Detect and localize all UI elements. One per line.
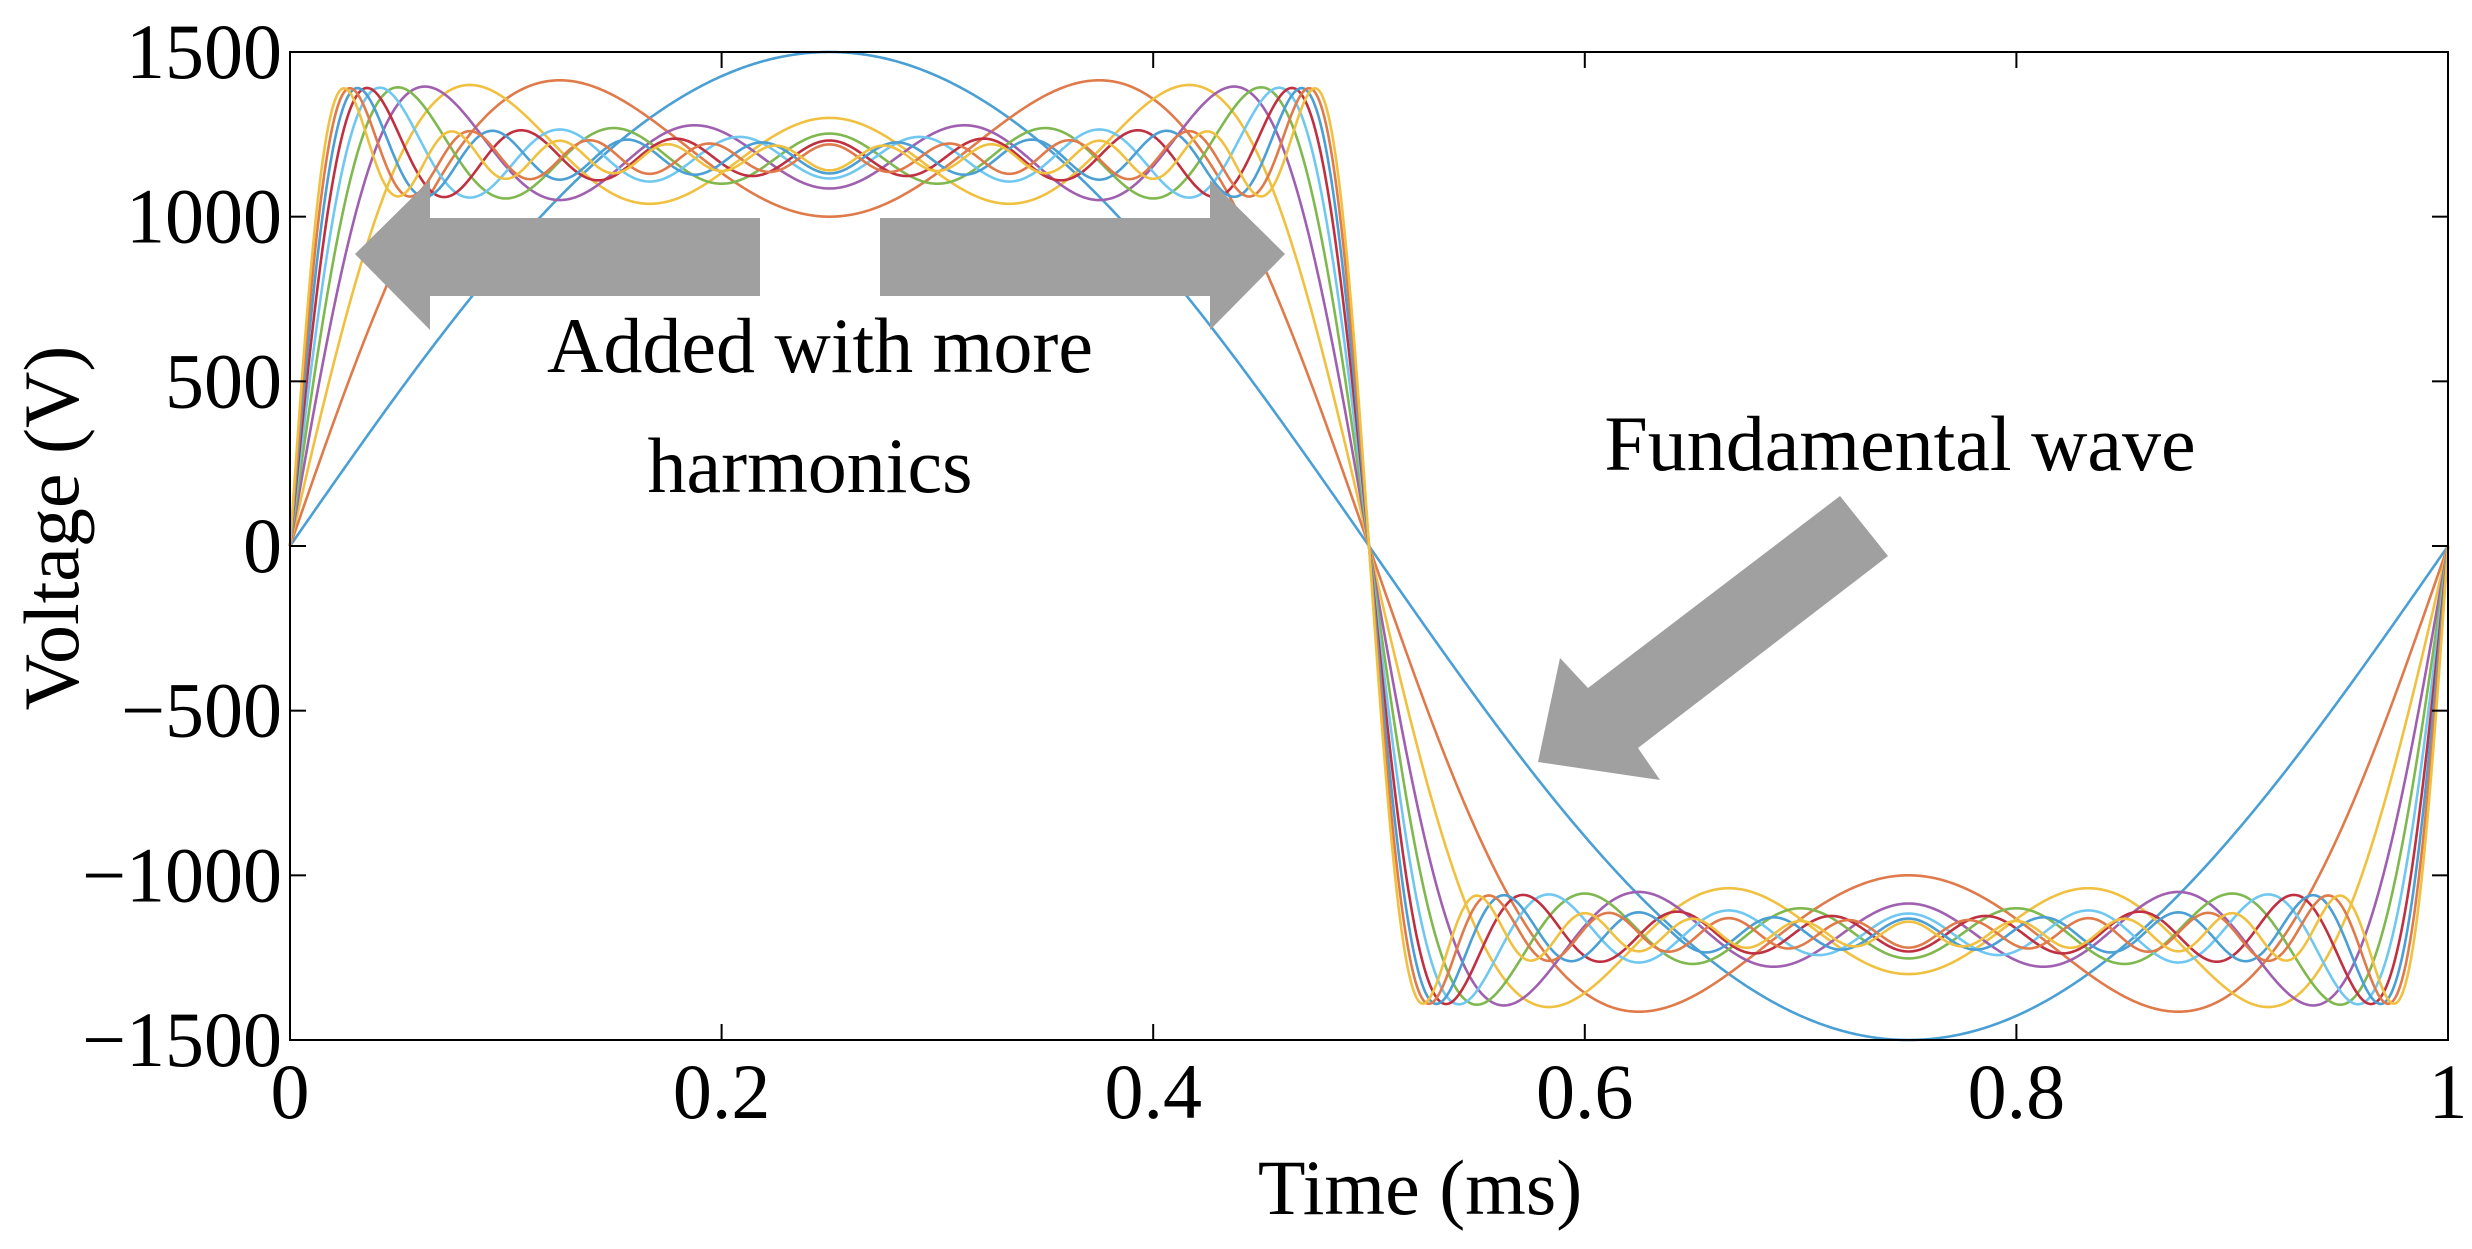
y-axis-label: Voltage (V) <box>8 346 95 711</box>
arrow-right-icon <box>880 180 1285 330</box>
y-tick-label: 1500 <box>126 8 282 95</box>
annotation-layer: Added with more harmonics Fundamental wa… <box>355 180 2196 780</box>
x-tick-label: 0.6 <box>1536 1048 1634 1135</box>
y-tick-label: −1000 <box>82 831 282 918</box>
annotation-added-harmonics-line1: Added with more <box>547 302 1093 389</box>
annotation-fundamental-wave: Fundamental wave <box>1604 400 2195 487</box>
y-tick-label: 1000 <box>126 173 282 260</box>
x-tick-label: 0.4 <box>1104 1048 1202 1135</box>
y-tick-label: −500 <box>121 667 282 754</box>
x-tick-label: 0.2 <box>673 1048 771 1135</box>
ticks-layer: 0 0.2 0.4 0.6 0.8 1 −1500 −1000 −500 0 500 1000 1500 <box>82 8 2468 1135</box>
x-tick-label: 0 <box>271 1048 310 1135</box>
x-tick-label: 1 <box>2429 1048 2468 1135</box>
x-axis-label: Time (ms) <box>1258 1144 1582 1231</box>
x-tick-label: 0.8 <box>1968 1048 2066 1135</box>
y-tick-label: 500 <box>165 337 282 424</box>
y-tick-label: 0 <box>243 502 282 589</box>
arrow-left-icon <box>355 180 760 330</box>
series-layer <box>288 50 2450 1042</box>
series-line-10 <box>288 86 2450 1006</box>
annotation-added-harmonics-line2: harmonics <box>648 422 973 509</box>
arrow-diagonal-icon <box>1538 496 1888 780</box>
y-tick-label: −1500 <box>82 996 282 1083</box>
